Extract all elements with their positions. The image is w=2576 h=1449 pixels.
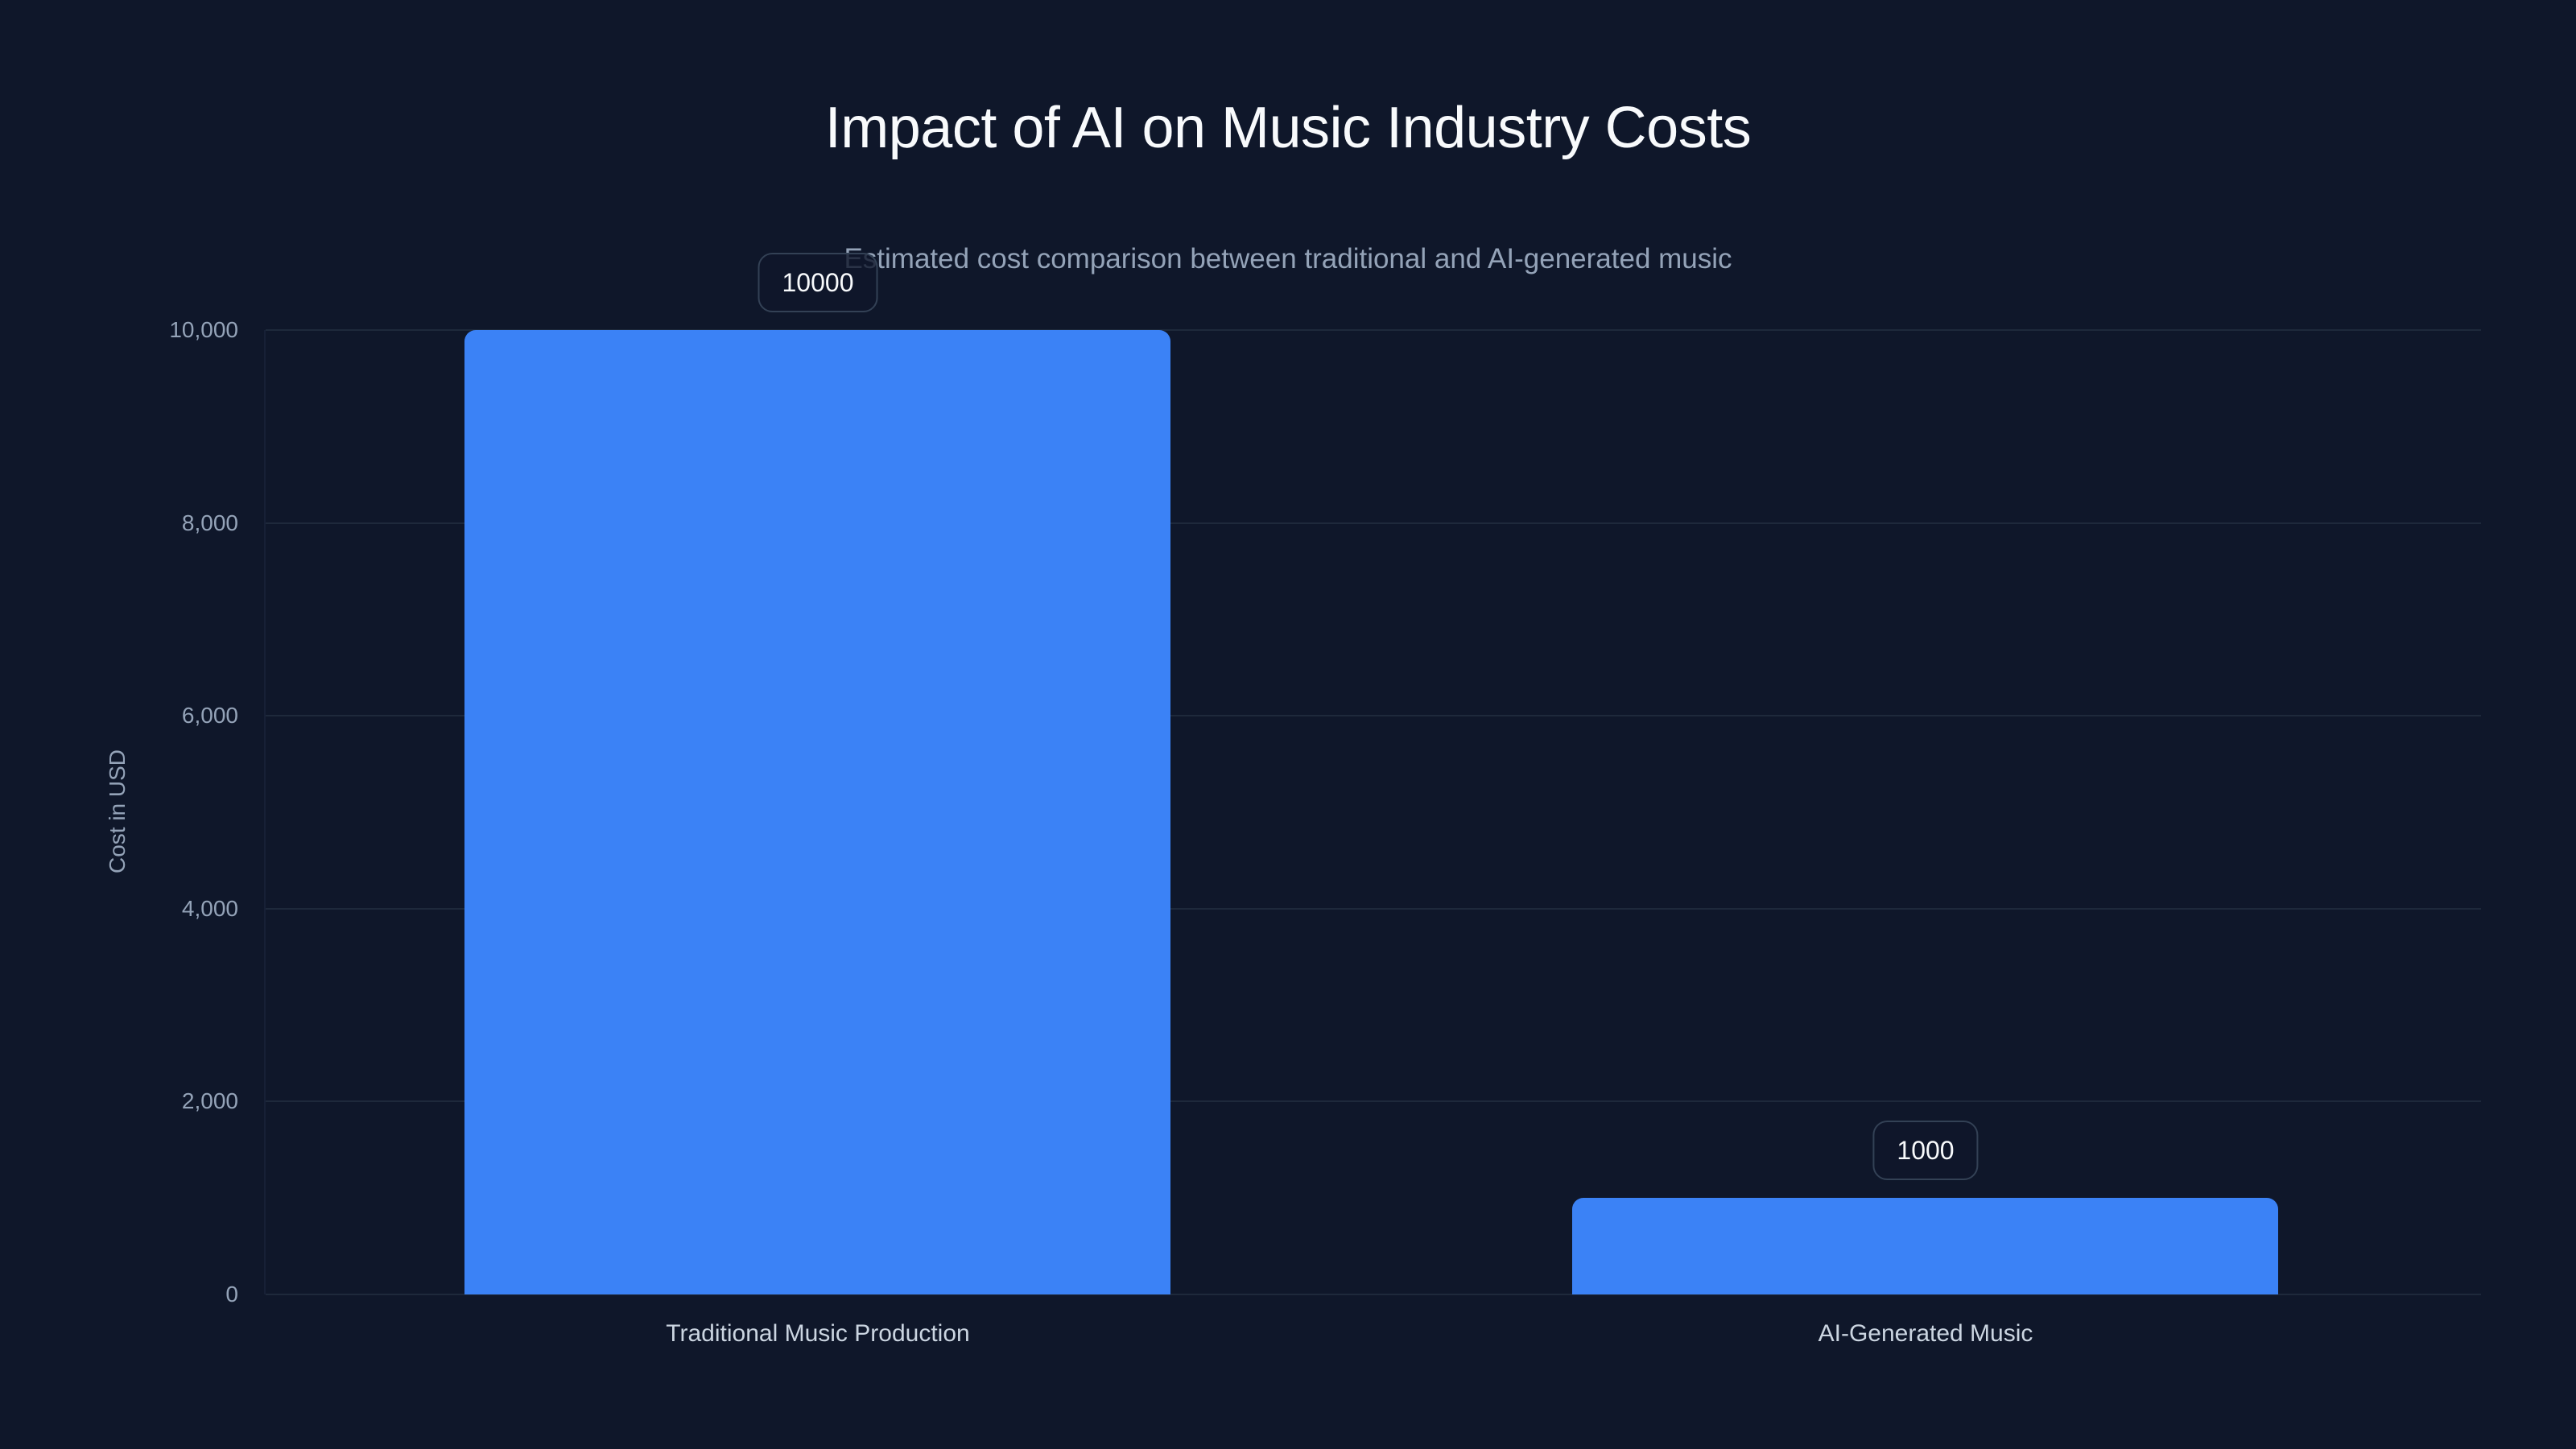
- gridline: [266, 522, 2481, 524]
- x-axis-baseline: [266, 1294, 2481, 1295]
- y-tick-label: 0: [225, 1282, 238, 1307]
- gridline: [266, 715, 2481, 716]
- chart-title: Impact of AI on Music Industry Costs: [824, 96, 1752, 160]
- y-tick-label: 8,000: [181, 510, 238, 535]
- y-tick-label: 2,000: [181, 1088, 238, 1113]
- plot-area: [264, 329, 2481, 1295]
- bar-traditional-music-production[interactable]: [464, 330, 1170, 1294]
- gridline: [266, 908, 2481, 910]
- gridline: [266, 329, 2481, 331]
- y-tick-label: 10,000: [169, 317, 238, 342]
- bar-value-label: 10000: [758, 253, 878, 312]
- bar-value-label: 1000: [1872, 1121, 1979, 1180]
- chart-subtitle: Estimated cost comparison between tradit…: [844, 243, 1732, 275]
- x-tick-label: AI-Generated Music: [1818, 1320, 2033, 1347]
- x-tick-label: Traditional Music Production: [666, 1320, 970, 1347]
- gridline: [266, 1100, 2481, 1102]
- y-axis-label: Cost in USD: [105, 749, 130, 874]
- y-tick-label: 6,000: [181, 703, 238, 728]
- y-tick-label: 4,000: [181, 896, 238, 921]
- bar-ai-generated-music[interactable]: [1572, 1198, 2278, 1294]
